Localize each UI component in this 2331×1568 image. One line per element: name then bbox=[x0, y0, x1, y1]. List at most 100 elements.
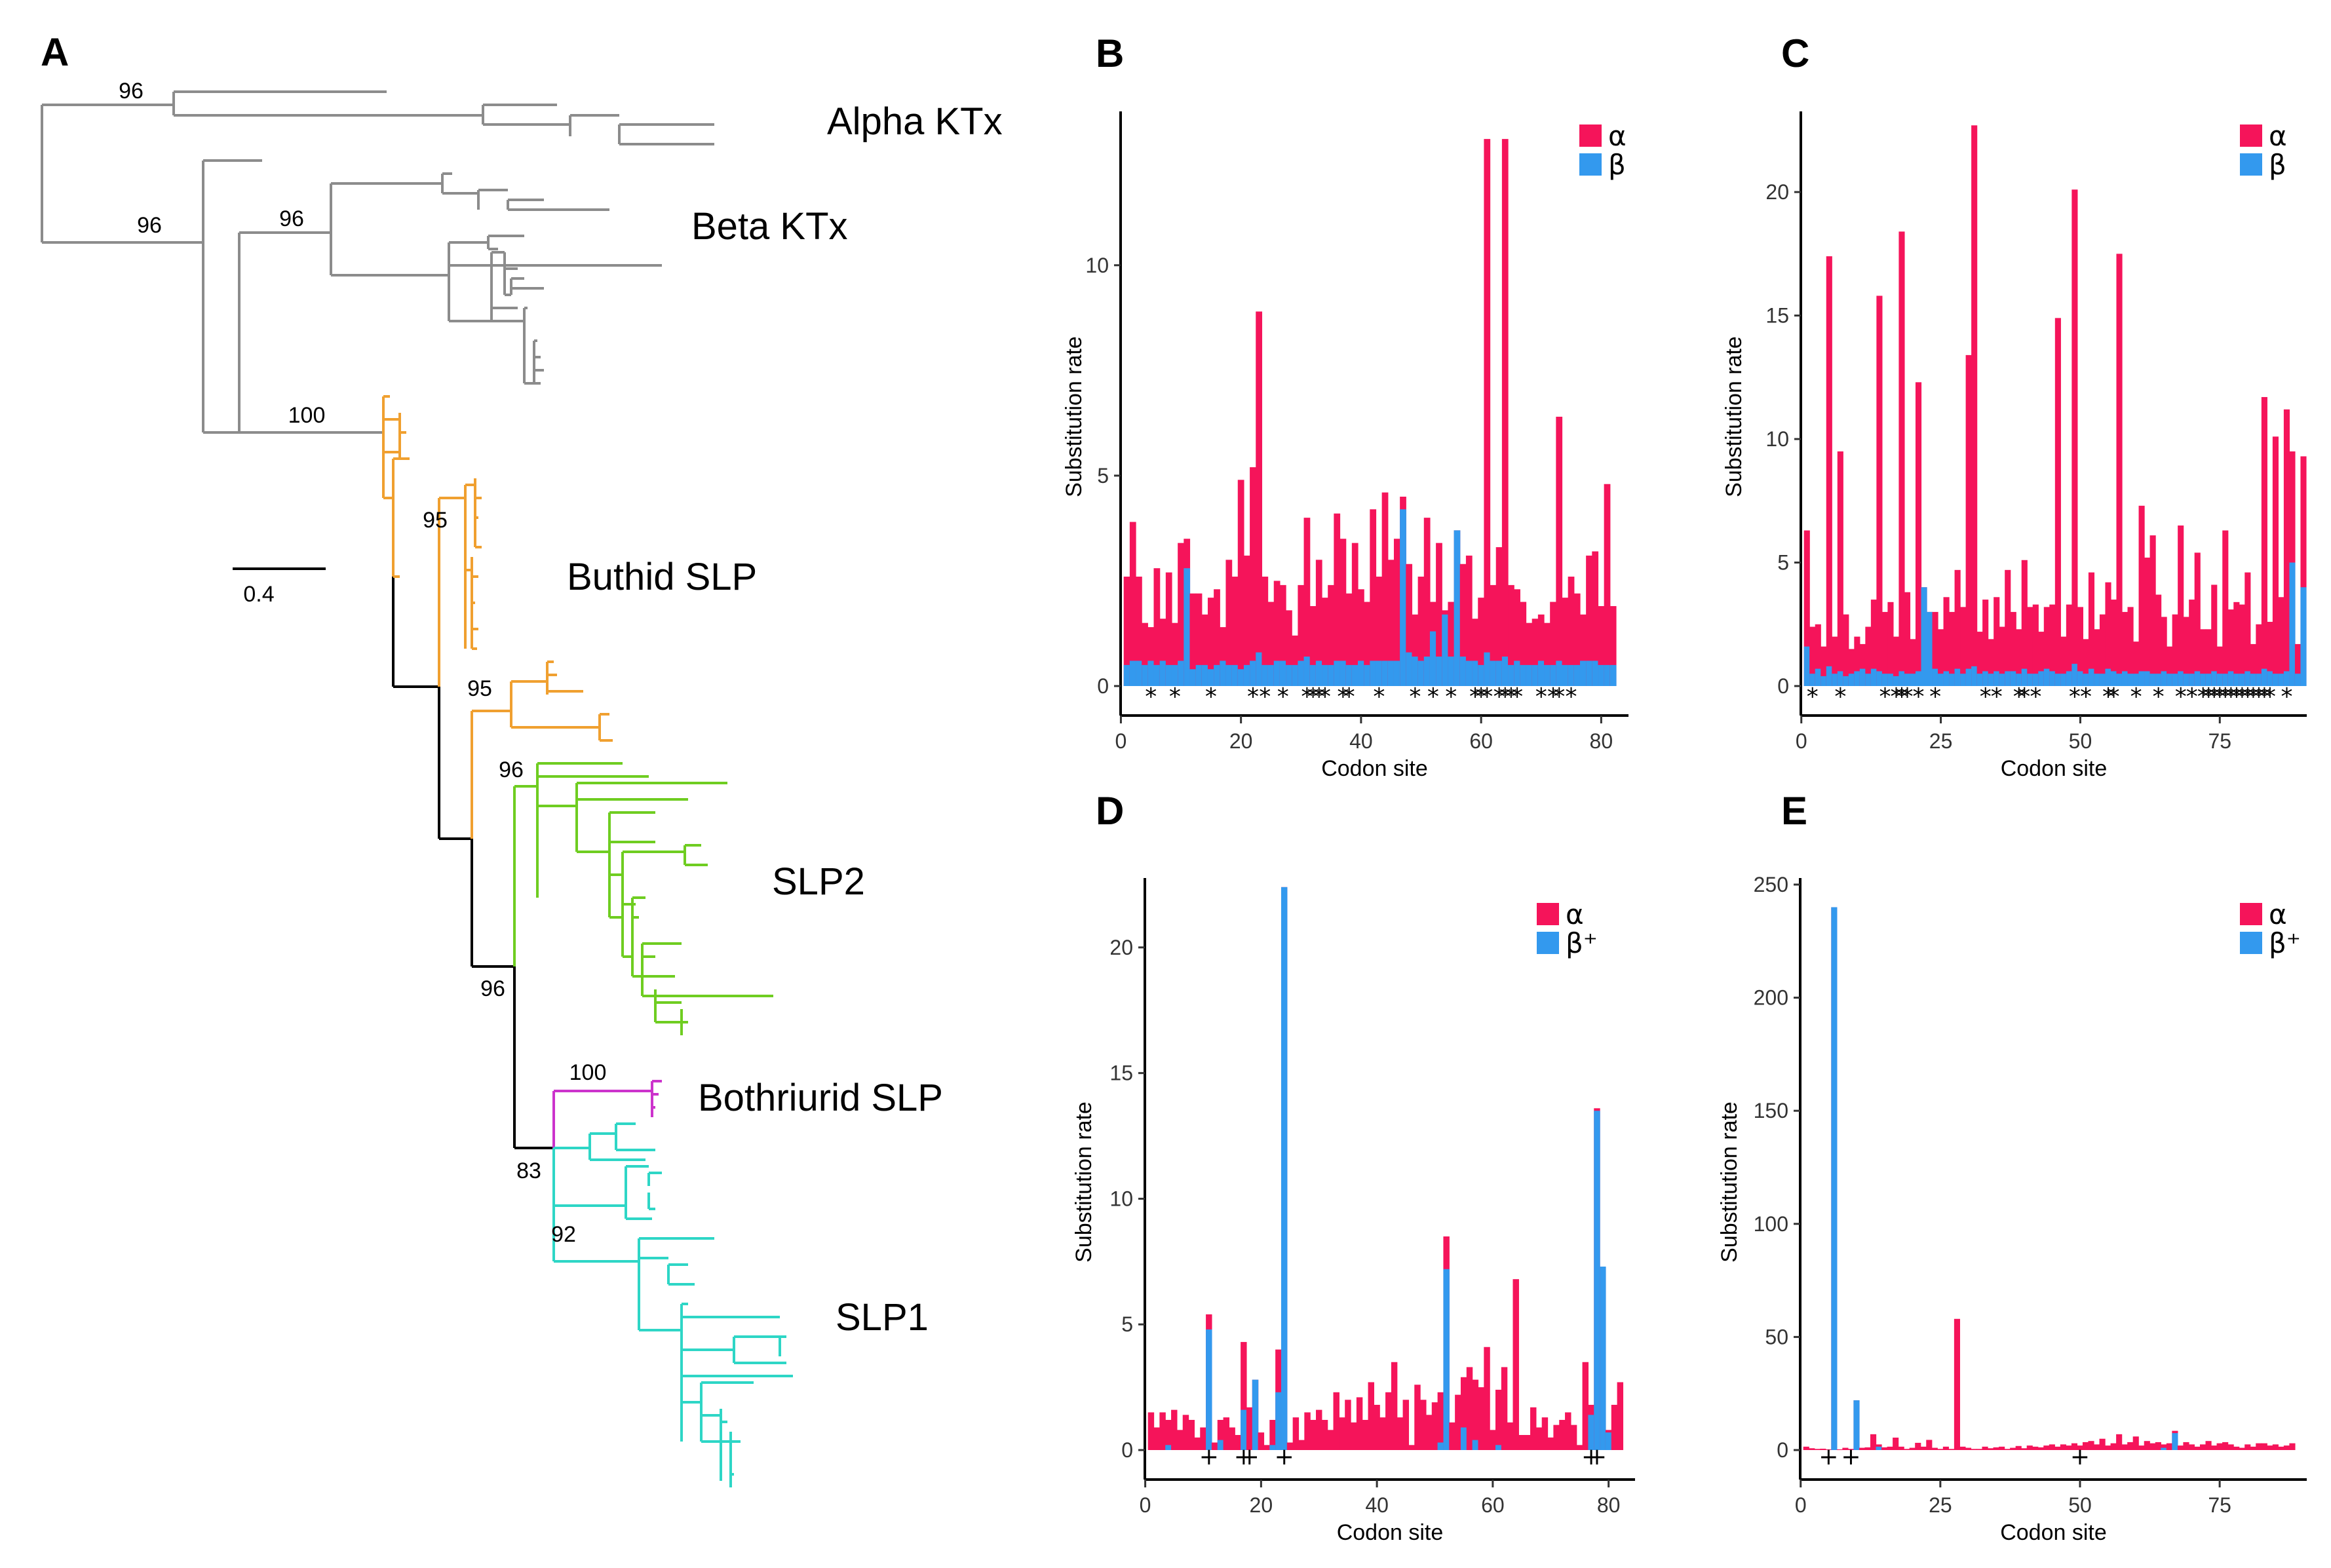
site-marker: * bbox=[2242, 683, 2254, 710]
site-marker: + bbox=[1581, 1444, 1601, 1470]
site-marker: + bbox=[1240, 1444, 1260, 1470]
bar-alpha bbox=[1171, 1409, 1178, 1450]
bar-alpha bbox=[2032, 1446, 2039, 1450]
bar-beta bbox=[1303, 657, 1311, 686]
panel-d-chart: D 0 5 10 15 20 0 20 40 60 80 Codon site Substitution… bbox=[1071, 789, 1635, 1545]
bootstrap-label: 96 bbox=[279, 206, 304, 231]
alpha-ktx-branch bbox=[41, 90, 714, 242]
bar-beta bbox=[1345, 664, 1353, 686]
bar-beta bbox=[2289, 562, 2296, 686]
bar-alpha bbox=[1859, 643, 1866, 686]
bar-beta bbox=[1178, 660, 1184, 686]
bar-alpha bbox=[1286, 1442, 1294, 1450]
bar-alpha bbox=[2227, 609, 2234, 686]
bar-beta bbox=[1815, 668, 1821, 686]
bar-alpha bbox=[1573, 593, 1581, 686]
bar-alpha bbox=[1147, 627, 1155, 686]
x-tick-label: 20 bbox=[1250, 1493, 1273, 1517]
bar-beta bbox=[1809, 674, 1816, 686]
site-marker: * bbox=[2102, 683, 2114, 710]
bar-alpha bbox=[2239, 1447, 2245, 1450]
bar-beta bbox=[1225, 664, 1233, 686]
bar-alpha bbox=[1859, 1447, 1866, 1450]
bar-alpha bbox=[1881, 1447, 1888, 1450]
bar-alpha bbox=[2083, 639, 2089, 686]
bar-beta bbox=[1423, 657, 1431, 686]
bar-alpha bbox=[1327, 1430, 1334, 1450]
y-tick-label: 10 bbox=[1085, 254, 1109, 277]
bar-alpha bbox=[2183, 1442, 2189, 1450]
legend-label-beta: β bbox=[1608, 149, 1626, 181]
site-marker: * bbox=[1373, 683, 1385, 710]
bar-alpha bbox=[1351, 1422, 1357, 1450]
bar-alpha bbox=[1436, 543, 1442, 686]
bar-beta bbox=[1129, 660, 1136, 686]
bar-beta bbox=[2094, 674, 2100, 686]
bar-beta bbox=[2283, 671, 2290, 686]
bar-beta bbox=[1865, 674, 1872, 686]
bar-alpha bbox=[1971, 125, 1978, 686]
bar-alpha bbox=[2200, 629, 2206, 686]
bar-alpha bbox=[1258, 1432, 1265, 1450]
x-tick-label: 50 bbox=[2069, 729, 2092, 753]
bar-alpha bbox=[1949, 611, 1955, 686]
bar-alpha bbox=[1368, 1382, 1374, 1450]
bar-alpha bbox=[1484, 139, 1491, 687]
bar-alpha bbox=[1926, 1440, 1933, 1450]
bar-beta bbox=[2099, 674, 2106, 686]
bar-alpha bbox=[1820, 646, 1827, 686]
bar-alpha bbox=[2205, 1441, 2212, 1450]
x-tick-label: 0 bbox=[1795, 1493, 1807, 1517]
bar-beta bbox=[1298, 660, 1305, 686]
site-marker: * bbox=[1505, 683, 1517, 710]
clade-label-buthid-slp: Buthid SLP bbox=[567, 556, 757, 598]
bar-alpha bbox=[2300, 456, 2307, 686]
bar-beta bbox=[2121, 671, 2129, 686]
bar-beta bbox=[1893, 676, 1900, 686]
bar-beta bbox=[1982, 671, 1989, 686]
y-tick-label: 0 bbox=[1777, 674, 1789, 698]
bar-beta bbox=[1393, 660, 1400, 686]
bar-alpha bbox=[1592, 551, 1599, 686]
bar-alpha bbox=[2049, 604, 2056, 686]
legend-swatch-alpha bbox=[2240, 124, 2262, 147]
bar-alpha bbox=[1136, 577, 1142, 686]
bar-beta bbox=[1495, 1445, 1502, 1450]
bar-beta bbox=[1949, 674, 1955, 686]
site-markers: + ++ + ++ bbox=[1199, 1444, 1607, 1470]
bar-beta bbox=[1592, 660, 1599, 686]
y-tick-label: 250 bbox=[1754, 873, 1788, 896]
bar-alpha bbox=[2066, 604, 2072, 686]
bar-alpha bbox=[2283, 409, 2290, 686]
bar-beta bbox=[1406, 652, 1413, 686]
legend-swatch-beta bbox=[1579, 153, 1602, 176]
bar-beta bbox=[1387, 660, 1395, 686]
site-markers: + + + bbox=[1819, 1444, 2090, 1470]
bar-beta bbox=[2178, 671, 2184, 686]
bar-alpha bbox=[1397, 1417, 1404, 1450]
bar-alpha bbox=[1530, 1407, 1537, 1450]
bar-beta bbox=[1859, 668, 1866, 686]
bar-beta bbox=[1562, 664, 1569, 686]
bar-beta bbox=[1832, 674, 1838, 686]
bar-alpha bbox=[1579, 614, 1587, 686]
bootstrap-label: 100 bbox=[569, 1060, 607, 1085]
bar-beta bbox=[2116, 674, 2123, 686]
bar-alpha bbox=[1391, 1362, 1398, 1450]
bar-beta bbox=[1915, 671, 1922, 686]
bar-alpha bbox=[1449, 1422, 1455, 1450]
bar-alpha bbox=[2250, 1446, 2256, 1450]
bar-alpha bbox=[1825, 1449, 1832, 1450]
bar-alpha bbox=[1820, 1448, 1826, 1450]
slp2-branch bbox=[513, 762, 773, 1035]
bar-beta bbox=[1153, 664, 1161, 686]
bar-alpha bbox=[1965, 1447, 1972, 1450]
bar-alpha bbox=[1235, 1434, 1241, 1450]
site-marker: * bbox=[1834, 683, 1846, 710]
bar-alpha bbox=[1495, 1389, 1502, 1450]
bar-beta bbox=[2127, 674, 2134, 686]
bar-beta bbox=[1370, 660, 1377, 686]
bar-alpha bbox=[1988, 639, 1994, 686]
bar-beta bbox=[1604, 664, 1611, 686]
